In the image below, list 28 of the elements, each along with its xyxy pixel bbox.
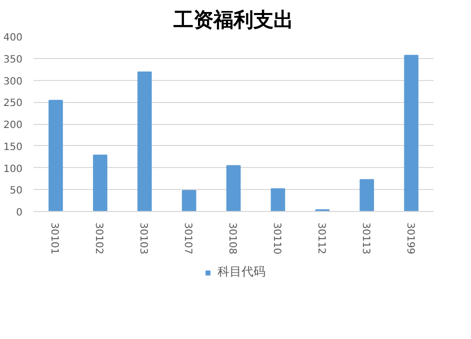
y-tick-label: 200 (3, 120, 23, 131)
bar (270, 188, 286, 212)
x-tick-label: 30108 (226, 222, 238, 254)
y-tick-label: 50 (10, 186, 23, 197)
x-tick-label: 30103 (138, 222, 149, 254)
y-tick-label: 100 (3, 164, 23, 175)
x-tick-label: 30113 (360, 222, 371, 254)
y-tick-label: 300 (3, 76, 23, 88)
bar (404, 54, 418, 212)
x-tick-label: 30110 (270, 222, 282, 254)
x-tick-label: 30199 (404, 222, 416, 254)
bar (137, 71, 152, 212)
x-tick-label: 30101 (48, 222, 60, 254)
legend-label: 科目代码 (218, 264, 266, 280)
y-tick-label: 150 (3, 142, 23, 153)
bar (226, 165, 241, 212)
x-tick-label: 30102 (93, 222, 104, 254)
y-tick-label: 0 (16, 208, 23, 218)
bar (93, 154, 108, 212)
bar (48, 100, 63, 212)
chart-title: 工资福利支出 (172, 8, 294, 32)
bar (360, 179, 374, 212)
bar (182, 190, 196, 212)
y-tick-label: 400 (3, 32, 23, 44)
y-tick-label: 350 (3, 54, 23, 66)
y-tick-label: 250 (3, 98, 23, 110)
x-tick-label: 30107 (182, 222, 194, 254)
x-tick-label: 30112 (315, 222, 326, 254)
